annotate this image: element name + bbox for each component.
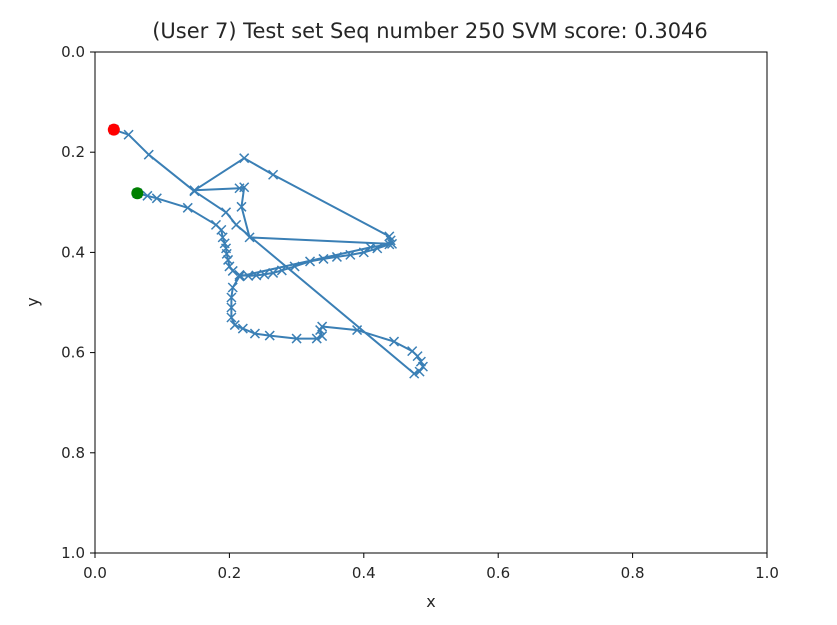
x-marker-point [331, 251, 342, 262]
x-marker-point [243, 270, 254, 281]
y-tick-label: 0.2 [61, 143, 85, 161]
x-marker-point [226, 312, 237, 323]
x-marker-point [244, 232, 255, 243]
x-axis-label: x [426, 592, 435, 611]
x-marker-point [227, 265, 238, 276]
y-tick-label: 0.4 [61, 243, 85, 261]
axis-ticks: 0.0 0.2 0.4 0.6 0.8 1.0 0.0 0.2 0.4 0.6 0.8 1.0 [61, 43, 779, 582]
x-marker-point [234, 271, 245, 282]
x-marker-point [142, 190, 153, 201]
x-marker-point [217, 232, 228, 243]
chart-title: (User 7) Test set Seq number 250 SVM sco… [152, 19, 708, 43]
x-marker-point [412, 351, 423, 362]
y-tick-label: 0.0 [61, 43, 85, 61]
x-tick-label: 0.8 [621, 564, 645, 582]
x-marker-point [236, 201, 247, 212]
y-tick-label: 1.0 [61, 544, 85, 562]
x-marker-point [221, 248, 232, 259]
x-marker-point [386, 238, 398, 249]
x-marker-point [143, 149, 154, 160]
x-tick-label: 0.6 [486, 564, 510, 582]
x-marker-point [182, 202, 193, 213]
y-axis-label: y [23, 297, 42, 306]
axes-frame [94, 51, 768, 554]
y-tick-label: 0.8 [61, 444, 85, 462]
x-marker-point [239, 182, 250, 193]
x-marker-point [259, 269, 270, 280]
end-point-marker [107, 123, 120, 136]
x-marker-point [345, 249, 356, 260]
x-marker-point [234, 269, 245, 280]
x-marker-point [414, 366, 425, 377]
x-marker-point [249, 328, 260, 339]
x-marker-point [384, 231, 395, 242]
x-marker-point [229, 320, 240, 331]
x-marker-point [251, 270, 262, 281]
start-point-marker [131, 187, 144, 200]
x-marker-point [227, 282, 238, 293]
x-tick-label: 0.2 [217, 564, 241, 582]
x-marker-point [352, 325, 363, 336]
x-marker-point [358, 247, 369, 258]
x-marker-point [311, 333, 322, 344]
x-marker-point [151, 193, 162, 204]
y-tick-label: 0.6 [61, 344, 85, 362]
x-marker-point [189, 186, 200, 197]
x-marker-point [268, 169, 279, 180]
x-marker-point [318, 253, 329, 264]
x-marker-point [389, 336, 400, 347]
x-marker-point [239, 153, 250, 164]
plot-area [107, 123, 428, 379]
x-marker-point [276, 265, 287, 276]
x-marker-point [317, 331, 328, 342]
x-marker-point [237, 323, 248, 334]
x-tick-label: 0.4 [352, 564, 376, 582]
x-marker-point [365, 242, 376, 253]
x-marker-point [123, 129, 134, 140]
x-marker-point [289, 261, 300, 272]
x-marker-point [268, 267, 279, 278]
x-marker-point [221, 207, 232, 218]
x-marker-point [226, 292, 237, 303]
x-marker-point [224, 261, 235, 272]
x-marker-point [291, 333, 302, 344]
x-tick-label: 1.0 [755, 564, 779, 582]
x-marker-point [417, 361, 428, 372]
x-marker-point [409, 368, 420, 379]
x-marker-point [264, 330, 275, 341]
x-marker-point [226, 302, 237, 313]
x-marker-point [305, 256, 316, 267]
x-marker-point [317, 321, 328, 332]
x-marker-point [231, 219, 242, 230]
x-tick-label: 0.0 [83, 564, 107, 582]
